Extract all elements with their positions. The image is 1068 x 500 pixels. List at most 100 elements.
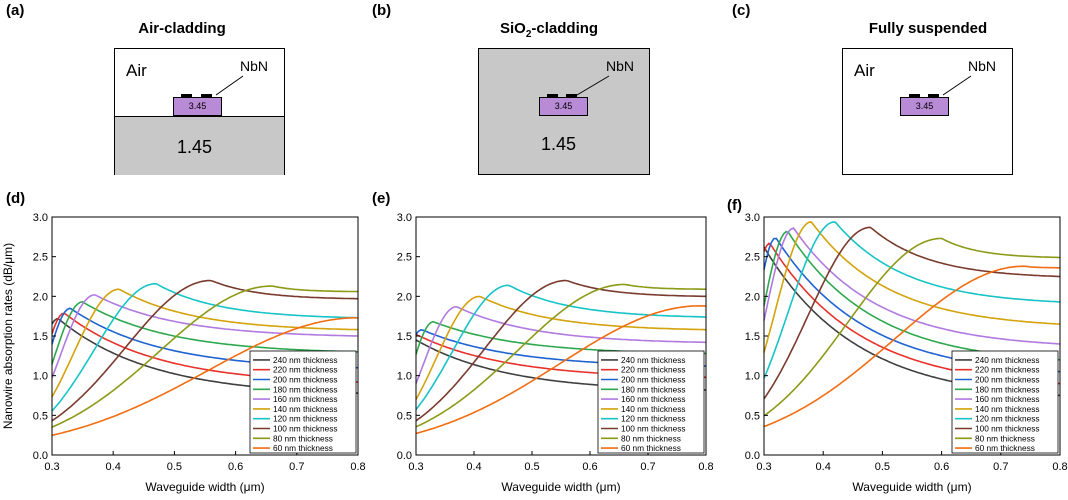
legend-label-d-0: 240 nm thickness xyxy=(273,355,338,365)
series-line-f-8 xyxy=(763,237,1061,417)
legend-label-f-4: 160 nm thickness xyxy=(975,394,1040,404)
nbn-pointer-a xyxy=(215,75,244,96)
legend-label-e-6: 120 nm thickness xyxy=(621,414,686,424)
legend-label-e-8: 80 nm thickness xyxy=(621,433,681,443)
title-b-rest: -cladding xyxy=(531,20,599,37)
core-b: 3.45 xyxy=(539,97,588,116)
y-tick-label-e-2: 1.0 xyxy=(397,371,412,383)
y-tick-label-d-5: 2.5 xyxy=(33,252,48,264)
legend-box-f xyxy=(951,350,1059,454)
y-tick-label-e-4: 2.0 xyxy=(397,291,412,303)
legend-label-d-8: 80 nm thickness xyxy=(273,433,333,443)
nbn-pointer-b xyxy=(576,75,610,96)
legend-label-d-9: 60 nm thickness xyxy=(273,443,333,453)
x-tick-label-d-3: 0.6 xyxy=(228,461,243,473)
panel-label-c: (c) xyxy=(732,2,751,19)
y-tick-label-d-6: 3.0 xyxy=(33,212,48,224)
nbn-strip-b1 xyxy=(547,94,558,97)
series-line-d-5 xyxy=(51,288,359,398)
panel-label-f: (f) xyxy=(727,197,742,214)
x-tick-label-d-1: 0.4 xyxy=(106,461,121,473)
core-a: 3.45 xyxy=(173,97,222,116)
chart-f: 0.3 0.4 0.5 0.6 0.7 0.8 0.0 0.5 1.0 1.5 2.0 2.5 3.0 W… xyxy=(745,212,1068,494)
x-tick-label-d-0: 0.3 xyxy=(44,461,59,473)
y-tick-label-f-2: 1.0 xyxy=(745,371,760,383)
x-axis-label-e: Waveguide width (μm) xyxy=(501,480,620,494)
legend-label-e-7: 100 nm thickness xyxy=(621,424,686,434)
series-line-f-7 xyxy=(763,226,1061,400)
y-tick-label-d-3: 1.5 xyxy=(33,331,48,343)
nbn-strip-a1 xyxy=(181,94,192,97)
legend-label-e-2: 200 nm thickness xyxy=(621,375,686,385)
schematic-a: Air NbN 3.45 1.45 xyxy=(114,48,285,175)
title-b-sub: 2 xyxy=(525,29,532,40)
legend-box-d xyxy=(249,350,357,454)
y-tick-label-e-6: 3.0 xyxy=(397,212,412,224)
legend-label-f-7: 100 nm thickness xyxy=(975,424,1040,434)
x-tick-label-e-4: 0.7 xyxy=(640,461,655,473)
title-b-main: SiO xyxy=(500,20,526,37)
legend-label-e-0: 240 nm thickness xyxy=(621,355,686,365)
x-tick-label-d-2: 0.5 xyxy=(167,461,182,473)
x-tick-label-f-0: 0.3 xyxy=(756,461,771,473)
x-tick-label-f-5: 0.8 xyxy=(1052,461,1067,473)
y-tick-label-e-5: 2.5 xyxy=(397,252,412,264)
legend-label-e-4: 160 nm thickness xyxy=(621,394,686,404)
legend-label-f-8: 80 nm thickness xyxy=(975,433,1035,443)
x-tick-label-e-2: 0.5 xyxy=(524,461,539,473)
air-label-a: Air xyxy=(126,61,147,80)
series-line-e-6 xyxy=(415,284,707,410)
y-tick-label-f-1: 0.5 xyxy=(745,410,760,422)
legend-label-d-4: 160 nm thickness xyxy=(273,394,338,404)
y-tick-label-f-6: 3.0 xyxy=(745,212,760,224)
schematic-title-a: Air-cladding xyxy=(138,20,226,37)
x-tick-label-d-5: 0.8 xyxy=(350,461,365,473)
series-line-f-4 xyxy=(763,227,1061,345)
y-tick-label-d-4: 2.0 xyxy=(33,291,48,303)
x-tick-label-e-0: 0.3 xyxy=(408,461,423,473)
legend-label-e-3: 180 nm thickness xyxy=(621,384,686,394)
legend-label-f-9: 60 nm thickness xyxy=(975,443,1035,453)
series-line-d-3 xyxy=(51,301,359,365)
schematic-c: Air NbN 3.45 xyxy=(842,48,1013,175)
y-tick-label-f-3: 1.5 xyxy=(745,331,760,343)
x-tick-label-e-3: 0.6 xyxy=(582,461,597,473)
substrate-index-a: 1.45 xyxy=(177,137,213,157)
chart-d: 0.3 0.4 0.5 0.6 0.7 0.8 0.0 0.5 1.0 1.5 2.0 2.5 3.0 W… xyxy=(1,212,366,494)
legend-label-e-1: 220 nm thickness xyxy=(621,365,686,375)
legend-label-d-6: 120 nm thickness xyxy=(273,414,338,424)
series-line-d-9 xyxy=(51,317,358,437)
series-line-e-4 xyxy=(415,306,706,384)
y-tick-label-f-4: 2.0 xyxy=(745,291,760,303)
legend-label-e-5: 140 nm thickness xyxy=(621,404,686,414)
nbn-strip-c2 xyxy=(928,94,939,97)
panel-label-b: (b) xyxy=(372,2,392,19)
x-tick-label-d-4: 0.7 xyxy=(289,461,304,473)
x-axis-label-f: Waveguide width (μm) xyxy=(852,480,971,494)
schematic-title-b: SiO2-cladding xyxy=(500,20,598,40)
nbn-strip-b2 xyxy=(566,94,577,97)
legend-label-d-3: 180 nm thickness xyxy=(273,384,338,394)
series-line-d-7 xyxy=(51,279,358,422)
series-line-e-5 xyxy=(415,295,707,400)
y-tick-label-d-1: 0.5 xyxy=(33,410,48,422)
legend-label-f-0: 240 nm thickness xyxy=(975,355,1040,365)
nbn-label-c: NbN xyxy=(968,58,997,74)
schematic-title-c: Fully suspended xyxy=(868,20,988,37)
core-c: 3.45 xyxy=(900,97,949,116)
panel-label-e: (e) xyxy=(372,190,391,207)
series-line-d-8 xyxy=(51,285,359,428)
series-line-d-6 xyxy=(51,282,359,412)
x-tick-label-e-5: 0.8 xyxy=(698,461,713,473)
x-tick-label-e-1: 0.4 xyxy=(466,461,481,473)
nbn-label-a: NbN xyxy=(240,58,269,74)
y-tick-label-e-1: 0.5 xyxy=(397,410,412,422)
y-axis-label-d: Nanowire absorption rates (dB/μm) xyxy=(1,243,15,429)
x-axis-label-d: Waveguide width (μm) xyxy=(145,480,264,494)
series-line-e-9 xyxy=(415,305,706,435)
nbn-strip-c1 xyxy=(909,94,920,97)
nbn-pointer-c xyxy=(942,75,972,96)
legend-label-d-2: 200 nm thickness xyxy=(273,375,338,385)
legend-label-d-1: 220 nm thickness xyxy=(273,365,338,375)
y-tick-label-d-0: 0.0 xyxy=(33,450,48,462)
